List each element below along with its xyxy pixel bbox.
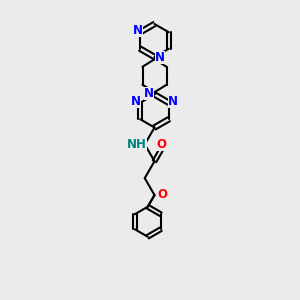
Text: N: N <box>168 95 178 109</box>
Text: O: O <box>157 188 167 201</box>
Text: O: O <box>156 138 166 151</box>
Text: N: N <box>133 24 143 37</box>
Text: N: N <box>131 95 141 109</box>
Text: NH: NH <box>127 138 147 151</box>
Text: N: N <box>155 51 165 64</box>
Text: N: N <box>144 87 154 100</box>
